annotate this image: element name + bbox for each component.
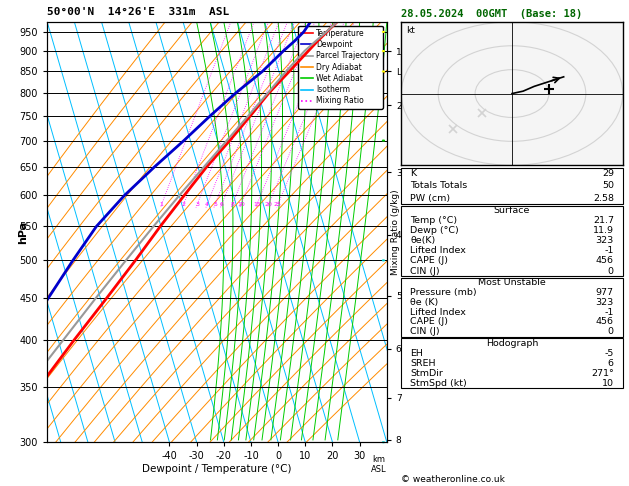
- Text: 323: 323: [596, 236, 614, 245]
- Text: Dewp (°C): Dewp (°C): [410, 226, 459, 235]
- Text: 2: 2: [182, 202, 186, 207]
- Text: 456: 456: [596, 317, 614, 327]
- Text: 4: 4: [205, 202, 209, 207]
- Text: 271°: 271°: [591, 369, 614, 378]
- Text: StmDir: StmDir: [410, 369, 443, 378]
- Text: Lifted Index: Lifted Index: [410, 246, 466, 255]
- Text: 15: 15: [253, 202, 261, 207]
- Text: 10: 10: [237, 202, 245, 207]
- Text: 0: 0: [608, 266, 614, 276]
- Text: Surface: Surface: [494, 206, 530, 215]
- Text: 6: 6: [220, 202, 224, 207]
- Text: θe (K): θe (K): [410, 298, 438, 307]
- Text: StmSpd (kt): StmSpd (kt): [410, 379, 467, 388]
- Text: CAPE (J): CAPE (J): [410, 257, 448, 265]
- Text: Pressure (mb): Pressure (mb): [410, 288, 477, 297]
- Text: -1: -1: [604, 308, 614, 316]
- Text: Mixing Ratio (g/kg): Mixing Ratio (g/kg): [391, 189, 399, 275]
- Text: 11.9: 11.9: [593, 226, 614, 235]
- Text: Lifted Index: Lifted Index: [410, 308, 466, 316]
- Legend: Temperature, Dewpoint, Parcel Trajectory, Dry Adiabat, Wet Adiabat, Isotherm, Mi: Temperature, Dewpoint, Parcel Trajectory…: [298, 26, 383, 108]
- Text: 20: 20: [265, 202, 272, 207]
- Text: © weatheronline.co.uk: © weatheronline.co.uk: [401, 474, 505, 484]
- Text: 0: 0: [608, 328, 614, 336]
- Text: km
ASL: km ASL: [371, 455, 387, 474]
- Text: CIN (J): CIN (J): [410, 266, 440, 276]
- Text: 6: 6: [608, 359, 614, 368]
- Text: 1: 1: [160, 202, 164, 207]
- Text: hPa: hPa: [18, 221, 28, 243]
- Text: Most Unstable: Most Unstable: [478, 278, 546, 287]
- Text: 456: 456: [596, 257, 614, 265]
- Text: Totals Totals: Totals Totals: [410, 181, 467, 191]
- Text: -1: -1: [604, 246, 614, 255]
- Text: 3: 3: [195, 202, 199, 207]
- Text: 50: 50: [602, 181, 614, 191]
- Text: 25: 25: [274, 202, 282, 207]
- Text: Hodograph: Hodograph: [486, 339, 538, 348]
- Text: 29: 29: [602, 169, 614, 178]
- X-axis label: Dewpoint / Temperature (°C): Dewpoint / Temperature (°C): [142, 464, 292, 474]
- Text: θe(K): θe(K): [410, 236, 435, 245]
- Text: 2.58: 2.58: [593, 193, 614, 203]
- Text: -5: -5: [604, 349, 614, 358]
- Text: CIN (J): CIN (J): [410, 328, 440, 336]
- Text: 50°00'N  14°26'E  331m  ASL: 50°00'N 14°26'E 331m ASL: [47, 7, 230, 17]
- Text: 323: 323: [596, 298, 614, 307]
- Text: 5: 5: [213, 202, 217, 207]
- Text: SREH: SREH: [410, 359, 436, 368]
- Text: kt: kt: [406, 26, 415, 35]
- Text: 28.05.2024  00GMT  (Base: 18): 28.05.2024 00GMT (Base: 18): [401, 9, 582, 19]
- Text: 21.7: 21.7: [593, 216, 614, 225]
- Text: 977: 977: [596, 288, 614, 297]
- Text: PW (cm): PW (cm): [410, 193, 450, 203]
- Text: Temp (°C): Temp (°C): [410, 216, 457, 225]
- Text: 10: 10: [602, 379, 614, 388]
- Text: EH: EH: [410, 349, 423, 358]
- Text: K: K: [410, 169, 416, 178]
- Text: CAPE (J): CAPE (J): [410, 317, 448, 327]
- Text: 8: 8: [230, 202, 235, 207]
